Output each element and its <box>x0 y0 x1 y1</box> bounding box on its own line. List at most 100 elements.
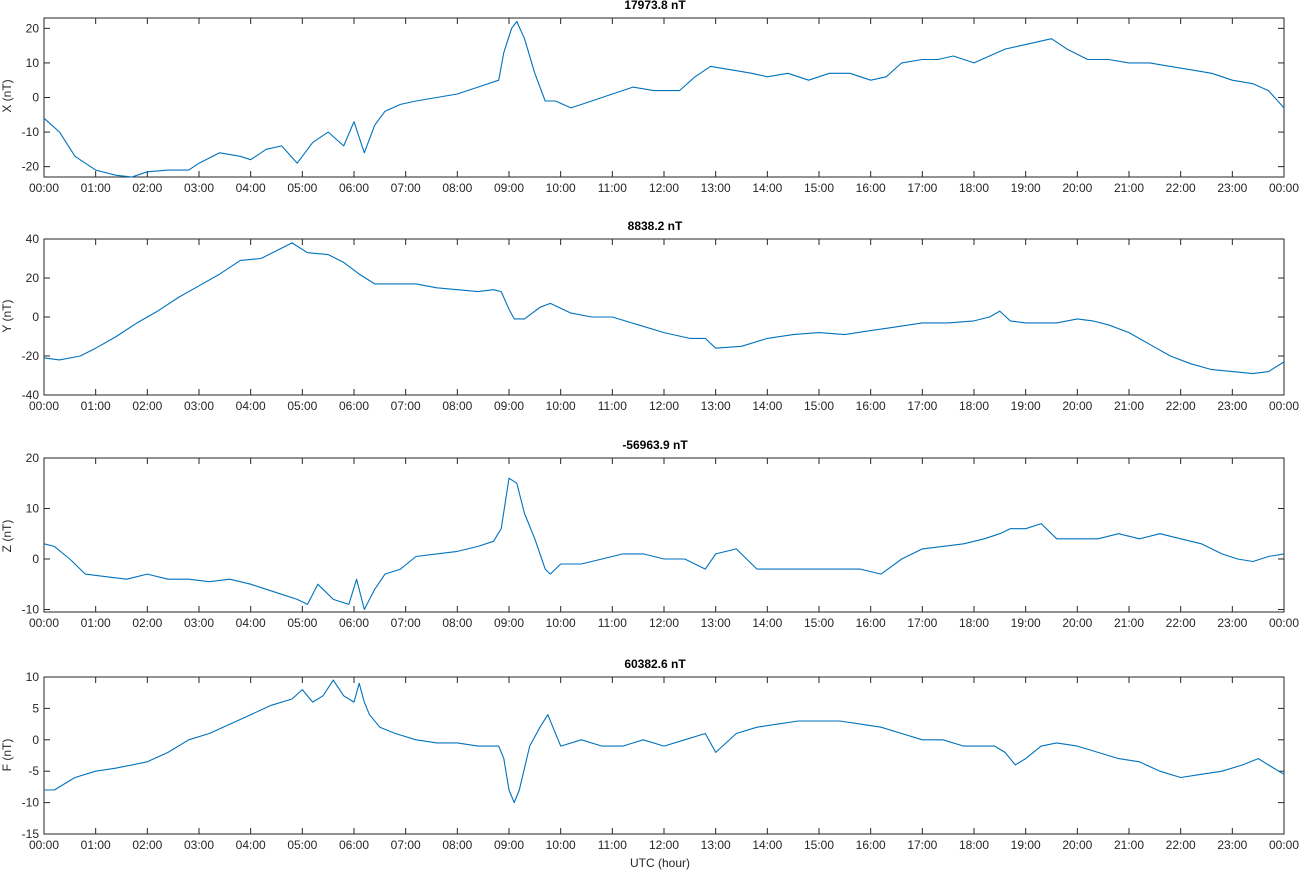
y-tick-label: -10 <box>22 796 40 810</box>
x-tick-label: 00:00 <box>29 181 59 195</box>
x-tick-label: 06:00 <box>339 399 369 413</box>
x-tick-label: 00:00 <box>29 616 59 630</box>
x-tick-label: 01:00 <box>81 399 111 413</box>
x-tick-label: 20:00 <box>1062 181 1092 195</box>
x-tick-label: 05:00 <box>287 616 317 630</box>
x-tick-label: 01:00 <box>81 616 111 630</box>
x-tick-label: 17:00 <box>907 181 937 195</box>
panel-title: -56963.9 nT <box>622 438 688 452</box>
y-tick-label: 20 <box>26 21 40 35</box>
x-tick-label: 05:00 <box>287 181 317 195</box>
x-tick-label: 10:00 <box>546 399 576 413</box>
data-series-line <box>44 679 1285 804</box>
x-tick-label: 05:00 <box>287 838 317 852</box>
x-tick-label: 16:00 <box>856 399 886 413</box>
x-tick-label: 20:00 <box>1062 399 1092 413</box>
x-tick-label: 21:00 <box>1114 838 1144 852</box>
x-tick-label: 16:00 <box>856 181 886 195</box>
x-tick-label: 11:00 <box>598 181 627 195</box>
x-tick-label: 13:00 <box>701 616 731 630</box>
x-tick-label: 21:00 <box>1114 616 1144 630</box>
x-tick-label: 00:00 <box>1269 616 1299 630</box>
x-tick-label: 11:00 <box>598 838 627 852</box>
x-tick-label: 15:00 <box>804 181 834 195</box>
x-tick-label: 06:00 <box>339 838 369 852</box>
x-tick-label: 23:00 <box>1217 616 1247 630</box>
panel-f-component: 60382.6 nT F (nT) 00:00 01:00 02:00 03:00 04… <box>0 657 1299 852</box>
x-tick-label: 19:00 <box>1011 838 1041 852</box>
x-tick-label: 19:00 <box>1011 399 1041 413</box>
x-tick-label: 14:00 <box>752 616 782 630</box>
x-tick-label: 13:00 <box>701 399 731 413</box>
x-tick-label: 07:00 <box>391 181 421 195</box>
x-tick-label: 17:00 <box>907 399 937 413</box>
x-tick-label: 08:00 <box>442 181 472 195</box>
x-tick-label: 10:00 <box>546 616 576 630</box>
x-tick-label: 10:00 <box>546 838 576 852</box>
x-tick-label: 07:00 <box>391 399 421 413</box>
x-tick-label: 05:00 <box>287 399 317 413</box>
plot-area <box>43 676 1285 835</box>
x-tick-label: 01:00 <box>81 181 111 195</box>
x-tick-label: 04:00 <box>236 616 266 630</box>
y-axis-label: Z (nT) <box>0 520 14 553</box>
x-tick-label: 19:00 <box>1011 181 1041 195</box>
x-tick-label: 22:00 <box>1166 616 1196 630</box>
data-series-line <box>43 20 1285 178</box>
x-tick-label: 22:00 <box>1166 399 1196 413</box>
x-tick-label: 17:00 <box>907 616 937 630</box>
x-tick-label: 03:00 <box>184 181 214 195</box>
x-tick-label: 01:00 <box>81 838 111 852</box>
x-tick-label: 18:00 <box>959 838 989 852</box>
y-axis-label: F (nT) <box>0 739 14 772</box>
y-tick-label: 0 <box>32 91 39 105</box>
panel-y-component: 8838.2 nT Y (nT) 00:00 01:00 02:00 03:00 04:… <box>0 219 1299 413</box>
y-tick-label: -20 <box>22 349 40 363</box>
y-tick-label: -20 <box>22 160 40 174</box>
data-series-line <box>43 242 1285 375</box>
y-tick-label: 10 <box>26 56 40 70</box>
x-tick-label: 08:00 <box>442 399 472 413</box>
y-tick-label: -10 <box>22 602 40 616</box>
x-tick-label: 09:00 <box>494 399 524 413</box>
y-tick-label: 0 <box>32 310 39 324</box>
x-tick-label: 22:00 <box>1166 838 1196 852</box>
x-tick-label: 12:00 <box>649 181 679 195</box>
y-tick-label: -5 <box>28 764 39 778</box>
x-tick-label: 16:00 <box>856 838 886 852</box>
y-tick-label: 20 <box>26 451 40 465</box>
panel-title: 60382.6 nT <box>624 657 686 671</box>
plot-area <box>43 457 1285 613</box>
y-tick-label: -10 <box>22 125 40 139</box>
x-tick-label: 03:00 <box>184 616 214 630</box>
x-tick-label: 09:00 <box>494 616 524 630</box>
x-axis-label: UTC (hour) <box>630 856 690 870</box>
x-tick-label: 18:00 <box>959 399 989 413</box>
x-tick-label: 22:00 <box>1166 181 1196 195</box>
panel-x-component: 17973.8 nT X (nT) 00:00 01:00 02:00 03:00 04… <box>0 0 1299 195</box>
y-tick-label: 5 <box>32 701 39 715</box>
x-tick-label: 00:00 <box>1269 399 1299 413</box>
plot-area <box>43 238 1285 396</box>
x-tick-label: 02:00 <box>132 616 162 630</box>
y-tick-label: 40 <box>26 232 40 246</box>
x-tick-label: 03:00 <box>184 838 214 852</box>
x-tick-label: 00:00 <box>1269 838 1299 852</box>
plot-area <box>43 17 1285 178</box>
x-tick-label: 18:00 <box>959 181 989 195</box>
x-tick-label: 17:00 <box>907 838 937 852</box>
x-tick-label: 04:00 <box>236 181 266 195</box>
x-tick-label: 08:00 <box>442 838 472 852</box>
x-tick-label: 16:00 <box>856 616 886 630</box>
x-tick-label: 14:00 <box>752 838 782 852</box>
x-tick-label: 11:00 <box>598 616 627 630</box>
x-tick-label: 02:00 <box>132 838 162 852</box>
y-tick-label: -15 <box>22 827 40 841</box>
x-tick-label: 23:00 <box>1217 838 1247 852</box>
x-tick-label: 14:00 <box>752 399 782 413</box>
x-tick-label: 04:00 <box>236 399 266 413</box>
y-axis-label: X (nT) <box>0 79 14 112</box>
x-tick-label: 02:00 <box>132 399 162 413</box>
x-tick-label: 09:00 <box>494 838 524 852</box>
x-tick-label: 19:00 <box>1011 616 1041 630</box>
